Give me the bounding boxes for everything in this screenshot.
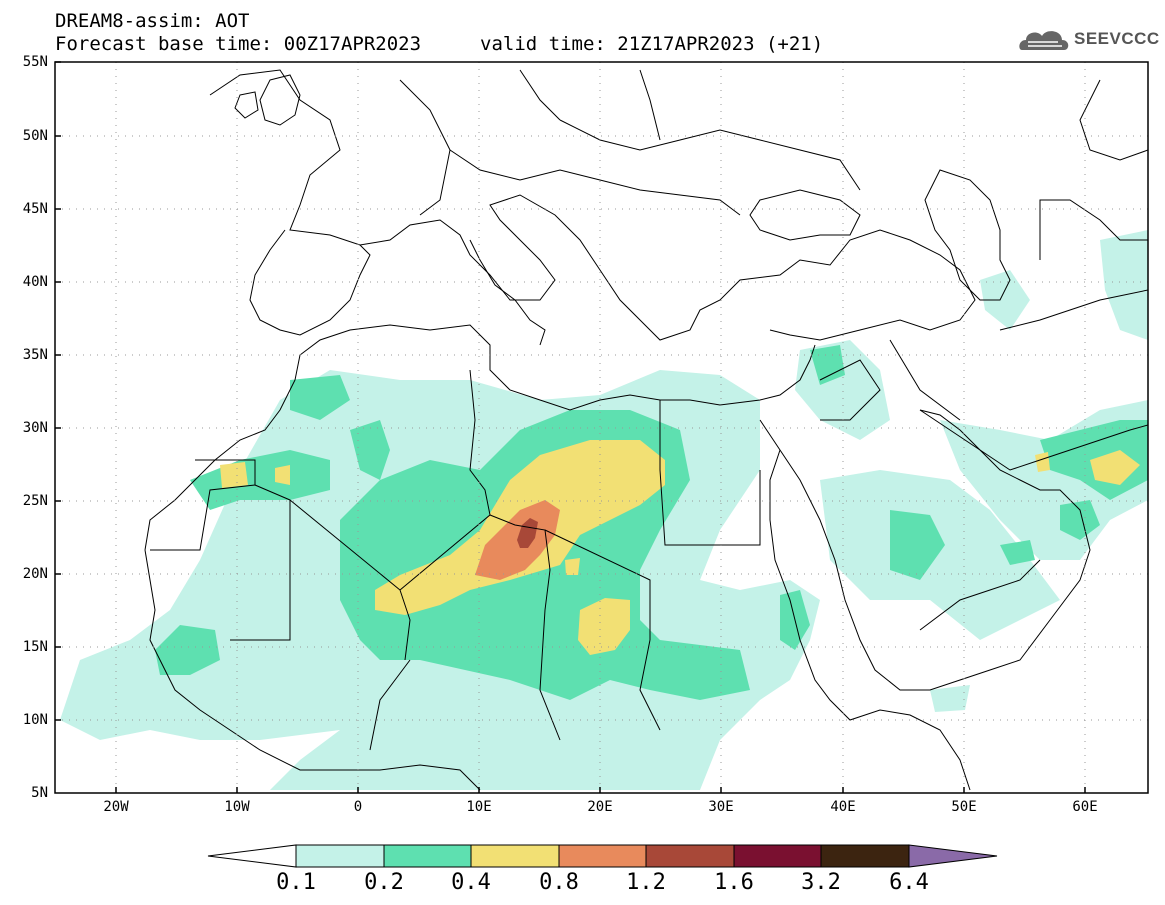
colorbar-label: 6.4: [889, 870, 929, 895]
lat-label: 55N: [22, 54, 48, 70]
lon-label: 10W: [224, 799, 250, 815]
seevccc-logo-icon: [1019, 31, 1069, 50]
lon-label: 40E: [830, 799, 856, 815]
lat-label: 30N: [22, 420, 48, 436]
colorbar-label: 0.2: [364, 870, 404, 895]
lat-label: 40N: [22, 274, 48, 290]
logo-text: SEEVCCC: [1074, 29, 1160, 48]
lon-label: 20E: [587, 799, 613, 815]
lat-label: 20N: [22, 566, 48, 582]
forecast-base-time: Forecast base time: 00Z17APR2023: [55, 33, 422, 55]
colorbar-label: 1.6: [714, 870, 754, 895]
colorbar-label: 0.8: [539, 870, 579, 895]
lon-label: 20W: [103, 799, 129, 815]
lat-label: 10N: [22, 712, 48, 728]
lat-label: 15N: [22, 639, 48, 655]
colorbar-label: 3.2: [801, 870, 841, 895]
lon-label: 10E: [466, 799, 492, 815]
colorbar-swatch: [295, 844, 385, 868]
lat-label: 45N: [22, 201, 48, 217]
aot-level-1.2: [517, 518, 538, 548]
axis-ticks: [55, 61, 1086, 793]
lon-label: 0: [353, 799, 363, 815]
colorbar-label: 0.4: [451, 870, 491, 895]
lat-label: 5N: [31, 785, 48, 801]
valid-time: valid time: 21Z17APR2023 (+21): [480, 33, 824, 55]
gridlines: [55, 62, 1148, 793]
lat-label: 50N: [22, 128, 48, 144]
colorbar-swatch: [820, 844, 910, 868]
colorbar-swatch: [558, 844, 647, 868]
colorbar-swatch: [470, 844, 560, 868]
colorbar-swatch: [383, 844, 472, 868]
map-title: DREAM8-assim: AOT: [55, 10, 250, 32]
lat-label: 35N: [22, 347, 48, 363]
colorbar-over-triangle: [908, 844, 998, 868]
colorbar-under-triangle: [207, 844, 297, 868]
lon-label: 60E: [1072, 799, 1098, 815]
lon-label: 50E: [951, 799, 977, 815]
lon-label: 30E: [708, 799, 734, 815]
lat-label: 25N: [22, 493, 48, 509]
colorbar-swatch: [733, 844, 822, 868]
coastlines: [144, 69, 1148, 791]
colorbar-swatch: [645, 844, 735, 868]
colorbar-label: 0.1: [276, 870, 316, 895]
colorbar: [207, 844, 998, 868]
colorbar-label: 1.2: [626, 870, 666, 895]
